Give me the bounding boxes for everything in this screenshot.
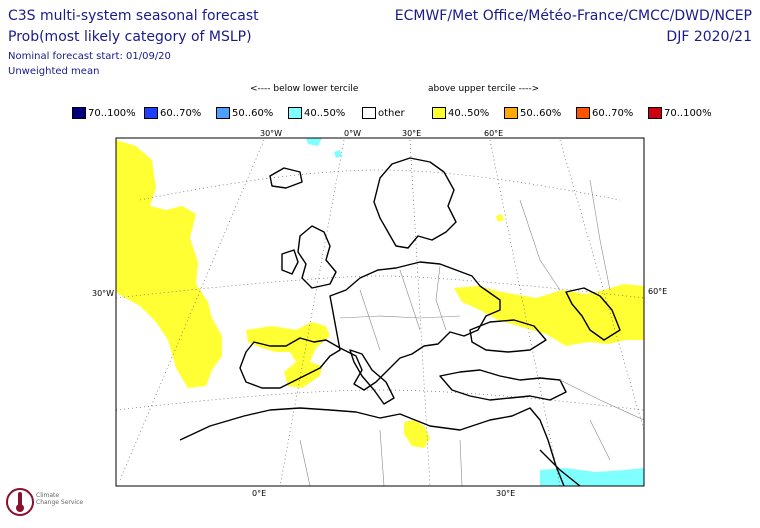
grid-label-top-30e: 30°E — [402, 129, 421, 138]
legend-item-label: other — [378, 107, 405, 119]
legend-swatch — [576, 107, 590, 119]
grid-label-bottom-0e: 0°E — [252, 489, 266, 498]
legend-item-label: 50..60% — [520, 107, 562, 119]
legend-swatch — [648, 107, 662, 119]
scandinavia-coast — [373, 157, 457, 249]
legend-swatch — [288, 107, 302, 119]
atlantic-anomaly-area — [116, 140, 222, 388]
grid-label-right-60e: 60°E — [648, 287, 667, 296]
grid-label-bottom-30e: 30°E — [496, 489, 515, 498]
legend-item-label: 40..50% — [304, 107, 346, 119]
caspian-anomaly-area — [454, 284, 644, 346]
legend-item: 40..50% — [288, 106, 345, 120]
africa-coast — [179, 407, 565, 486]
legend-item: 60..70% — [576, 106, 633, 120]
legend-item-label: 70..100% — [664, 107, 712, 119]
ireland-coast — [281, 249, 299, 275]
uk-coast — [297, 225, 337, 289]
thermometer-globe-icon — [6, 488, 34, 516]
forecast-start-label: Nominal forecast start: 01/09/20 — [8, 51, 171, 62]
legend-item-label: 70..100% — [88, 107, 136, 119]
legend-swatch — [504, 107, 518, 119]
logo-text: Climate Change Service — [36, 492, 83, 506]
legend-above-label: above upper tercile ----> — [428, 84, 540, 94]
legend-item-label: 60..70% — [592, 107, 634, 119]
legend-swatch — [72, 107, 86, 119]
grid-label-top-0w: 0°W — [344, 129, 361, 138]
legend-item: 70..100% — [648, 106, 712, 120]
season-label: DJF 2020/21 — [666, 29, 752, 45]
legend-item: other — [362, 106, 405, 120]
grid-label-left-30w: 30°W — [92, 289, 114, 298]
caspian-coast — [565, 287, 621, 341]
legend-item: 40..50% — [432, 106, 489, 120]
black-sea-coast — [469, 319, 547, 353]
chart-subtitle: Prob(most likely category of MSLP) — [8, 29, 252, 45]
legend-swatch — [216, 107, 230, 119]
legend-item: 50..60% — [216, 106, 273, 120]
climate-change-service-logo — [4, 484, 114, 524]
logo-line-2: Change Service — [36, 499, 84, 506]
italy-coast — [349, 349, 395, 405]
iceland-coast — [269, 167, 303, 189]
turkey-coast — [439, 369, 567, 401]
legend-swatch — [362, 107, 376, 119]
legend-item-label: 40..50% — [448, 107, 490, 119]
legend-item-label: 60..70% — [160, 107, 202, 119]
logo-line-1: Climate — [36, 492, 60, 499]
legend-item-label: 50..60% — [232, 107, 274, 119]
legend-item: 60..70% — [144, 106, 201, 120]
chart-title: C3S multi-system seasonal forecast — [8, 8, 259, 24]
arabia-anomaly-area — [540, 468, 644, 486]
weighting-label: Unweighted mean — [8, 66, 100, 77]
grid-label-top-30w: 30°W — [260, 129, 282, 138]
centres-label: ECMWF/Met Office/Météo-France/CMCC/DWD/N… — [394, 8, 752, 24]
legend-swatch — [144, 107, 158, 119]
legend-item: 50..60% — [504, 106, 561, 120]
iberia-anomaly-area — [246, 322, 330, 388]
red-sea-coast — [539, 449, 581, 486]
legend-item: 70..100% — [72, 106, 136, 120]
legend: 70..100% 60..70% 50..60% 40..50% other 40..50… — [72, 106, 732, 120]
libya-anomaly-area — [404, 420, 430, 448]
grid-label-top-60e: 60°E — [484, 129, 503, 138]
legend-swatch — [432, 107, 446, 119]
legend-below-label: <---- below lower tercile — [250, 84, 359, 94]
